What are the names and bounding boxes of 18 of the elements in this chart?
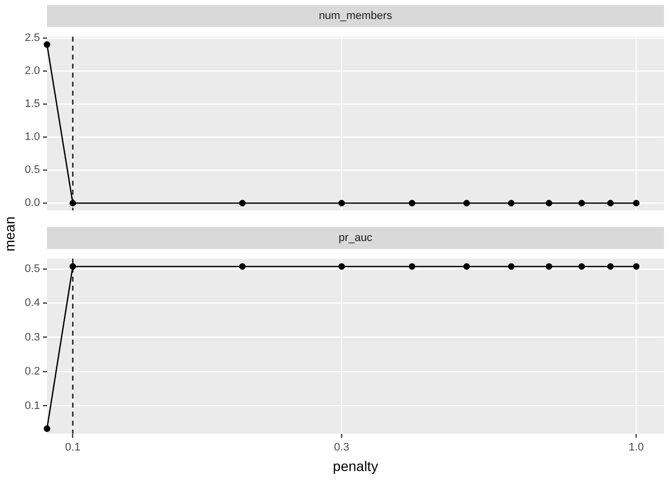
y-tick-label: 2.5 [24,32,40,44]
chart-title: num_members [47,5,664,27]
x-axis-title: penalty [332,458,380,474]
x-tick-label: 0.3 [334,441,350,454]
y-tick-label: 0.0 [24,197,40,210]
y-tick-label: 1.5 [24,98,40,110]
y-tick-label: 0.5 [24,164,40,176]
x-tick-label: 0.1 [65,441,80,454]
x-tick-label: 1.0 [628,441,644,454]
y-tick-label: 0.1 [24,400,40,412]
y-tick-label: 0.4 [24,297,40,310]
y-tick-label: 0.2 [24,366,40,378]
y-axis-title: mean [2,216,18,252]
chart-title: pr_auc [47,227,664,249]
y-tick-label: 1.0 [24,131,40,144]
y-tick-label: 0.3 [24,331,40,344]
y-tick-label: 0.5 [24,262,40,275]
y-tick-label: 2.0 [24,64,40,77]
